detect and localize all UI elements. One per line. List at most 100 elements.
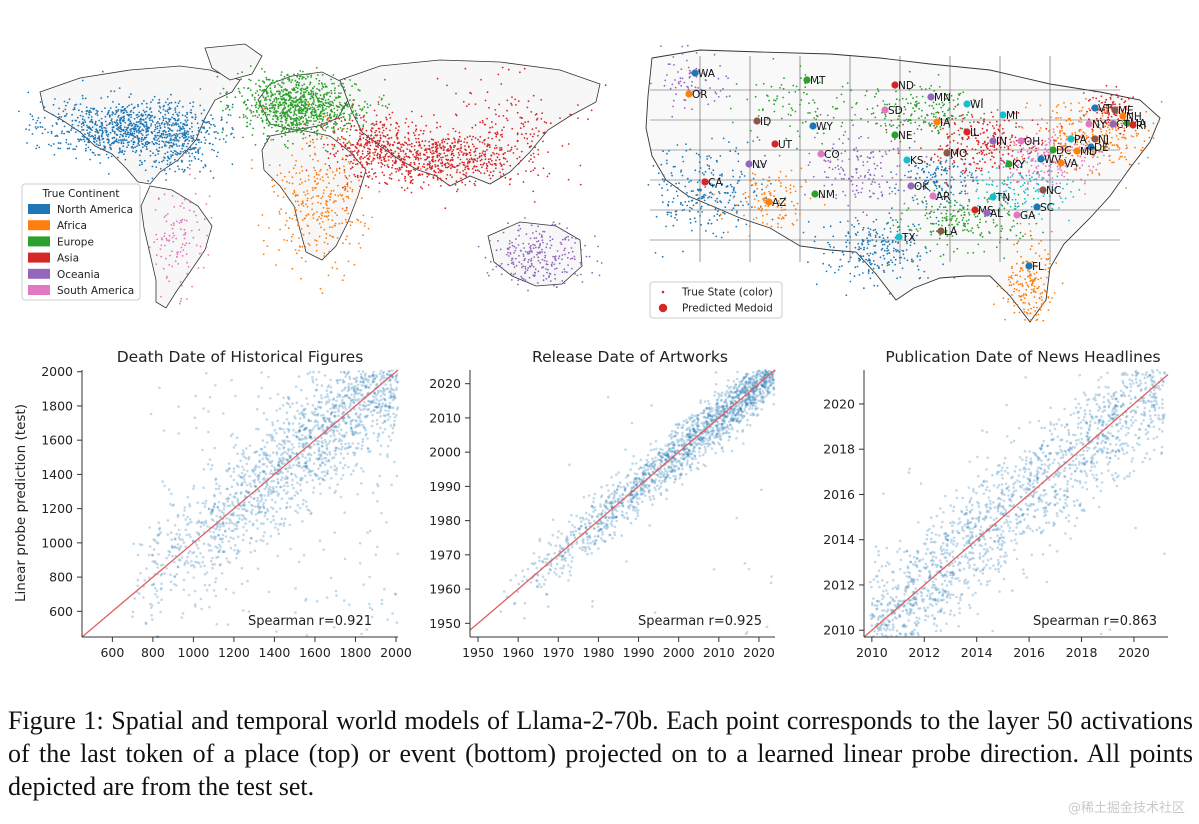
map-point [326, 105, 328, 108]
map-point [449, 174, 452, 177]
map-point [279, 228, 281, 231]
map-point [261, 68, 263, 70]
map-point [320, 115, 323, 117]
map-point [703, 199, 706, 202]
map-point [437, 141, 440, 143]
map-point [183, 131, 186, 134]
map-point [60, 116, 63, 118]
map-point [686, 59, 688, 62]
map-point [194, 192, 197, 195]
map-point [402, 144, 405, 147]
map-point [414, 156, 417, 159]
map-point [396, 156, 398, 159]
map-point [360, 117, 362, 119]
map-point [398, 125, 400, 128]
map-point [47, 131, 49, 134]
map-point [507, 68, 510, 71]
map-point [268, 227, 270, 229]
map-point [149, 116, 152, 119]
map-point [494, 167, 497, 170]
map-point [342, 112, 345, 115]
map-point [273, 108, 276, 111]
map-point [138, 115, 140, 118]
map-point [448, 138, 450, 141]
map-point [284, 134, 287, 136]
map-point [202, 266, 205, 269]
map-point [474, 124, 477, 127]
map-point [292, 126, 295, 129]
map-point [201, 153, 204, 156]
map-point [737, 160, 740, 163]
map-point [144, 121, 147, 123]
map-point [81, 129, 84, 131]
map-point [500, 273, 503, 276]
map-point [309, 144, 311, 147]
map-point [280, 86, 283, 88]
map-point [364, 156, 366, 159]
map-point [898, 256, 901, 259]
map-point [1074, 133, 1077, 136]
map-point [722, 231, 725, 234]
map-point [490, 159, 493, 162]
map-point [413, 145, 416, 147]
map-point [177, 165, 179, 168]
map-point [369, 144, 372, 147]
map-point [446, 162, 449, 164]
map-point [343, 137, 345, 140]
map-point [281, 124, 284, 127]
map-point [115, 127, 118, 130]
map-point [460, 179, 463, 182]
map-point [313, 85, 316, 88]
map-point [105, 131, 108, 134]
map-point [510, 262, 513, 265]
map-point [502, 173, 505, 176]
map-point [330, 108, 333, 111]
map-point [274, 114, 276, 116]
map-point [861, 242, 863, 245]
map-point [1031, 282, 1033, 285]
map-point [440, 179, 443, 182]
map-point [329, 226, 331, 229]
map-point [520, 133, 523, 136]
map-point [167, 155, 169, 158]
map-point [1047, 296, 1050, 299]
map-point [300, 89, 303, 92]
map-point [489, 260, 492, 263]
map-point [80, 126, 83, 128]
map-point [312, 189, 314, 192]
map-point [699, 215, 701, 217]
map-point [285, 119, 288, 122]
map-point [1024, 319, 1026, 321]
map-point [336, 122, 338, 125]
map-point [284, 187, 286, 190]
map-point [272, 106, 275, 108]
map-point [304, 112, 307, 115]
map-point [335, 96, 337, 99]
map-point [488, 106, 490, 109]
map-point [839, 221, 842, 224]
map-point [79, 131, 82, 133]
map-point [1108, 131, 1111, 134]
map-point [327, 195, 330, 198]
map-point [166, 135, 169, 138]
map-point [290, 111, 293, 114]
map-point [335, 115, 338, 118]
map-point [296, 75, 298, 78]
map-point [281, 129, 284, 132]
map-point [502, 153, 505, 156]
map-point [194, 146, 197, 149]
map-point [249, 79, 252, 82]
map-point [1059, 131, 1061, 134]
map-point [443, 152, 446, 155]
map-point [461, 161, 464, 164]
map-point [117, 141, 120, 144]
map-point [168, 264, 171, 266]
map-point [277, 118, 279, 121]
map-point [444, 155, 447, 157]
map-point [333, 132, 336, 134]
map-point [326, 112, 329, 114]
map-point [429, 130, 432, 133]
map-point [691, 108, 693, 111]
map-point [85, 106, 88, 109]
map-point [672, 197, 675, 200]
